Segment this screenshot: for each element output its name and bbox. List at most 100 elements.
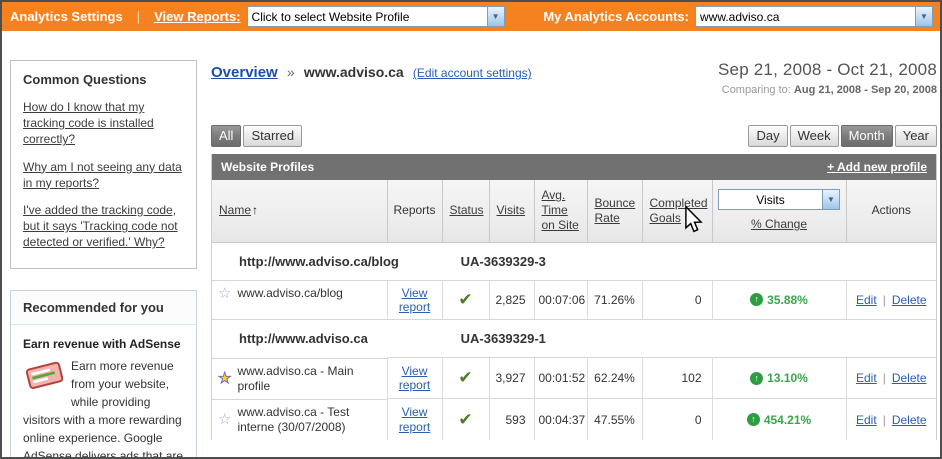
status-ok-icon: ✔ [458, 368, 473, 388]
date-range: Sep 21, 2008 - Oct 21, 2008 [718, 60, 937, 79]
bounce-rate-value: 71.26% [586, 279, 642, 320]
tab-year[interactable]: Year [894, 125, 937, 147]
profile-name: www.adviso.ca/blog [237, 286, 343, 300]
sort-by-status-link[interactable]: Status [449, 203, 484, 218]
view-report-link[interactable]: View report [398, 285, 431, 314]
edit-profile-link[interactable]: Edit [856, 371, 877, 386]
visits-value: 2,825 [488, 279, 534, 320]
filter-tabs-row: All Starred Day Week Month Year [211, 125, 937, 147]
sidebar-question-link-1[interactable]: How do I know that my tracking code is i… [23, 100, 154, 147]
website-profile-select-value: Click to select Website Profile [251, 10, 410, 24]
sidebar-question-link-3[interactable]: I've added the tracking code, but it say… [23, 202, 178, 250]
pct-change-value: 13.10% [767, 371, 808, 386]
date-range-block: Sep 21, 2008 - Oct 21, 2008 Comparing to… [718, 60, 937, 96]
tab-all[interactable]: All [211, 125, 242, 147]
breadcrumb-overview-link[interactable]: Overview [211, 64, 278, 81]
star-toggle-icon[interactable]: ★ [217, 370, 232, 388]
profile-group-row: http://www.adviso.ca/blog UA-3639329-3 [212, 241, 936, 280]
sort-by-name-link[interactable]: Name [219, 203, 252, 218]
bounce-rate-value: 62.24% [586, 357, 642, 399]
up-arrow-icon: ↑ [750, 371, 764, 385]
change-metric-select[interactable]: Visits ▼ [718, 189, 840, 211]
star-toggle-icon[interactable]: ☆ [218, 285, 232, 302]
chevron-down-icon: ▼ [915, 7, 932, 26]
table-header-row: Name↑ Reports Status Visits Avg. Time on… [212, 180, 936, 243]
common-questions-box: Common Questions How do I know that my t… [10, 60, 197, 269]
breadcrumb-account-name: www.adviso.ca [303, 64, 404, 80]
status-ok-icon: ✔ [458, 409, 473, 429]
analytics-account-select[interactable]: www.adviso.ca ▼ [695, 6, 933, 27]
accounts-label: My Analytics Accounts: [543, 9, 689, 24]
comparing-label: Comparing to: [721, 84, 791, 96]
sort-by-avg-time-link[interactable]: Avg. Time on Site [541, 188, 579, 233]
tab-day[interactable]: Day [748, 125, 788, 147]
edit-account-settings-link[interactable]: (Edit account settings) [412, 66, 532, 80]
actions-separator: | [882, 412, 886, 427]
sidebar-question-link-2[interactable]: Why am I not seeing any data in my repor… [23, 159, 182, 190]
chevron-down-icon: ▼ [822, 190, 839, 210]
sort-by-completed-goals-link[interactable]: Completed Goals [649, 195, 708, 225]
group-site-url: http://www.adviso.ca/blog [239, 253, 399, 269]
main-content: Overview » www.adviso.ca (Edit account s… [211, 60, 937, 440]
comparing-range: Aug 21, 2008 - Sep 20, 2008 [793, 84, 937, 96]
sort-ascending-icon: ↑ [252, 203, 259, 218]
actions-separator: | [882, 292, 886, 307]
group-site-url: http://www.adviso.ca [239, 331, 368, 347]
status-ok-icon: ✔ [458, 289, 473, 309]
completed-goals-value: 0 [641, 279, 712, 320]
sort-by-bounce-rate-link[interactable]: Bounce Rate [594, 195, 636, 225]
delete-profile-link[interactable]: Delete [891, 412, 927, 427]
completed-goals-value: 102 [641, 357, 712, 399]
table-title: Website Profiles [221, 160, 315, 174]
column-header-reports: Reports [386, 180, 443, 243]
pct-change-cell: ↑ 35.88% [717, 293, 842, 307]
adsense-description: Earn more revenue from your website, whi… [23, 358, 184, 459]
delete-profile-link[interactable]: Delete [891, 292, 927, 307]
avg-time-value: 00:04:37 [533, 398, 587, 440]
tab-month[interactable]: Month [840, 125, 893, 147]
star-filter-tabs: All Starred [211, 125, 303, 147]
actions-separator: | [882, 371, 886, 386]
star-toggle-icon[interactable]: ☆ [218, 411, 232, 429]
recommended-title: Recommended for you [11, 290, 196, 325]
profile-name: www.adviso.ca - Test interne (30/07/2008… [237, 404, 350, 434]
group-ua-code: UA-3639329-3 [460, 253, 546, 269]
sort-by-visits-link[interactable]: Visits [496, 203, 525, 218]
visits-value: 593 [488, 398, 534, 440]
breadcrumb: Overview » www.adviso.ca (Edit account s… [211, 60, 532, 81]
tab-week[interactable]: Week [789, 125, 839, 147]
avg-time-value: 00:07:06 [533, 279, 587, 320]
column-header-actions: Actions [845, 180, 936, 243]
avg-time-value: 00:01:52 [533, 357, 587, 399]
topbar-divider: | [136, 9, 141, 24]
group-ua-code: UA-3639329-1 [460, 331, 546, 347]
view-report-link[interactable]: View report [398, 405, 431, 434]
common-questions-title: Common Questions [23, 72, 147, 87]
profile-name: www.adviso.ca - Main profile [237, 363, 354, 393]
edit-profile-link[interactable]: Edit [856, 412, 877, 427]
recommended-box: Recommended for you Earn revenue with Ad… [10, 289, 197, 459]
top-navigation-bar: Analytics Settings | View Reports: Click… [2, 2, 940, 31]
website-profile-select[interactable]: Click to select Website Profile ▼ [246, 6, 505, 27]
pct-change-value: 454.21% [763, 412, 812, 427]
mouse-cursor-icon [684, 204, 704, 239]
up-arrow-icon: ↑ [750, 293, 764, 307]
view-report-link[interactable]: View report [398, 363, 431, 393]
tab-starred[interactable]: Starred [243, 125, 303, 147]
sidebar: Common Questions How do I know that my t… [10, 60, 197, 459]
view-reports-link[interactable]: View Reports: [154, 9, 241, 24]
up-arrow-icon: ↑ [746, 413, 760, 427]
bounce-rate-value: 47.55% [586, 398, 642, 440]
add-new-profile-link[interactable]: + Add new profile [827, 160, 927, 174]
adsense-heading: Earn revenue with AdSense [23, 336, 181, 351]
edit-profile-link[interactable]: Edit [856, 292, 877, 307]
page-title: Analytics Settings [10, 9, 123, 24]
profile-row: ☆ www.adviso.ca - Test interne (30/07/20… [212, 398, 936, 440]
visits-value: 3,927 [488, 357, 534, 399]
delete-profile-link[interactable]: Delete [891, 371, 927, 386]
sort-by-pct-change-link[interactable]: % Change [750, 217, 808, 232]
pct-change-cell: ↑ 13.10% [717, 371, 842, 385]
website-profiles-table-region: Website Profiles + Add new profile Name↑… [211, 154, 937, 440]
profile-group-row: http://www.adviso.ca UA-3639329-1 [212, 319, 936, 358]
